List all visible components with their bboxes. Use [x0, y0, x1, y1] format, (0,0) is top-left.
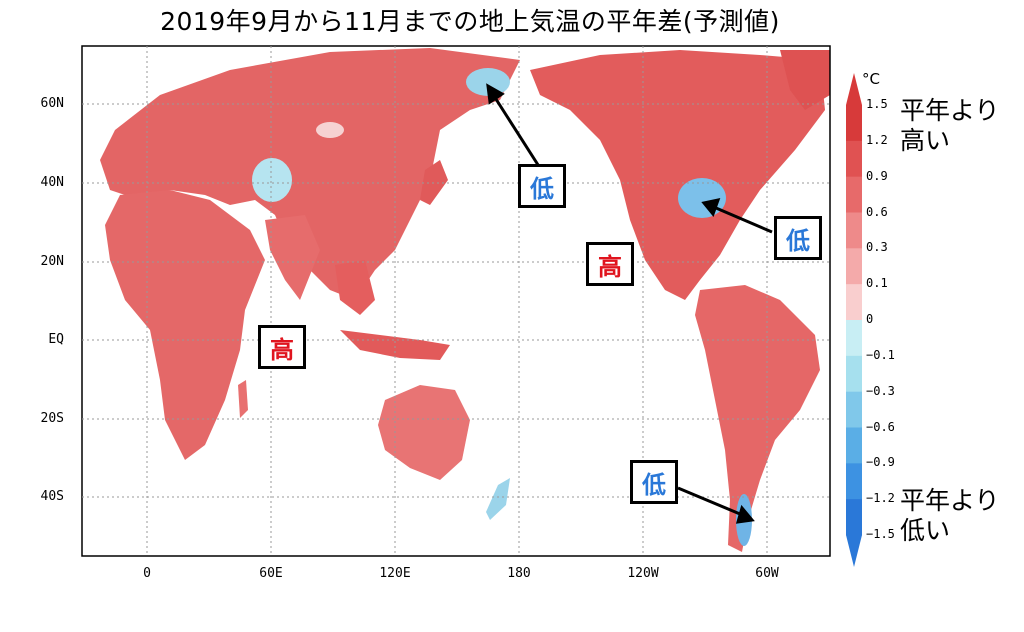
- colorbar-segment: [846, 140, 862, 178]
- colorbar-tick-label: 0.3: [866, 240, 888, 255]
- callout-low-siberia: 低: [518, 164, 566, 208]
- lon-label-120w: 120W: [627, 566, 659, 581]
- landmasses: [100, 48, 830, 552]
- colorbar-unit: °C: [862, 70, 880, 88]
- colorbar-tick-label: −1.5: [866, 527, 895, 541]
- us-east-cool-patch: [678, 178, 726, 218]
- colorbar-segment: [846, 427, 862, 464]
- madagascar-landmass: [238, 380, 248, 418]
- australia-landmass: [378, 385, 470, 480]
- siberia-cool-patch: [466, 68, 510, 96]
- colorbar-segment: [846, 463, 862, 500]
- new-zealand-landmass: [486, 478, 510, 520]
- colorbar-segment: [846, 212, 862, 249]
- lat-label-20n: 20N: [40, 254, 64, 269]
- callout-high-pacific: 高: [586, 242, 634, 286]
- colorbar-segment: [846, 391, 862, 428]
- gridlines: [82, 46, 830, 556]
- colorbar-segment: [846, 176, 862, 213]
- colorbar-segment: [846, 248, 862, 285]
- lon-label-180: 180: [507, 566, 531, 581]
- lat-label-60n: 60N: [40, 96, 64, 111]
- colorbar-tick-label: 1.2: [866, 132, 888, 147]
- lon-label-60e: 60E: [259, 566, 283, 581]
- tibet-cool-patch: [316, 122, 344, 138]
- colorbar-note-low-line1: 平年より: [900, 486, 1000, 515]
- callout-low-south-america: 低: [630, 460, 678, 504]
- colorbar-note-high-line2: 高い: [900, 126, 951, 155]
- colorbar: [846, 73, 862, 567]
- colorbar-tick-label: 0.6: [866, 204, 888, 219]
- colorbar-tick-label: −0.1: [866, 347, 895, 362]
- callout-low-us-east: 低: [774, 216, 822, 260]
- central-asia-cool-patch: [252, 158, 292, 202]
- southeast-asia-landmass: [335, 260, 375, 315]
- colorbar-tick-label: −0.9: [866, 455, 895, 470]
- map-frame: [81, 45, 831, 557]
- colorbar-note-low: 平年より 低い: [900, 486, 1000, 546]
- colorbar-tick-label: −0.3: [866, 383, 895, 398]
- north-america-landmass: [530, 50, 825, 300]
- colorbar-tick-label: −0.6: [866, 419, 895, 434]
- colorbar-tick-label: 1.5: [866, 97, 888, 111]
- callout-high-indian-ocean: 高: [258, 325, 306, 369]
- colorbar-tick-label: −1.2: [866, 491, 895, 506]
- colorbar-note-high-line1: 平年より: [900, 96, 1000, 125]
- colorbar-segment: [846, 499, 862, 536]
- colorbar-tick-label: 0.9: [866, 168, 888, 183]
- lat-label-20s: 20S: [40, 411, 64, 426]
- eurasia-landmass: [100, 48, 520, 300]
- lon-label-0: 0: [143, 566, 151, 581]
- colorbar-segment: [846, 355, 862, 393]
- india-landmass: [265, 215, 320, 300]
- greenland-landmass: [780, 50, 830, 110]
- colorbar-bottom-arrow: [846, 535, 862, 567]
- lat-label-40s: 40S: [40, 489, 64, 504]
- colorbar-segment: [846, 284, 862, 321]
- lon-label-60w: 60W: [755, 566, 779, 581]
- colorbar-segment: [846, 105, 862, 142]
- colorbar-tick-label: 0.1: [866, 276, 888, 291]
- colorbar-top-arrow: [846, 73, 862, 105]
- lon-label-120e: 120E: [379, 566, 411, 581]
- colorbar-note-low-line2: 低い: [900, 516, 951, 545]
- indonesia-landmass: [340, 330, 450, 360]
- lat-label-eq: EQ: [48, 332, 64, 347]
- africa-landmass: [105, 190, 265, 460]
- lat-label-40n: 40N: [40, 175, 64, 190]
- callout-arrows: [486, 83, 773, 524]
- colorbar-tick-label: 0: [866, 312, 874, 326]
- colorbar-segment: [846, 320, 862, 357]
- colorbar-note-high: 平年より 高い: [900, 96, 1000, 156]
- map-title: 2019年9月から11月までの地上気温の平年差(予測値): [160, 7, 780, 36]
